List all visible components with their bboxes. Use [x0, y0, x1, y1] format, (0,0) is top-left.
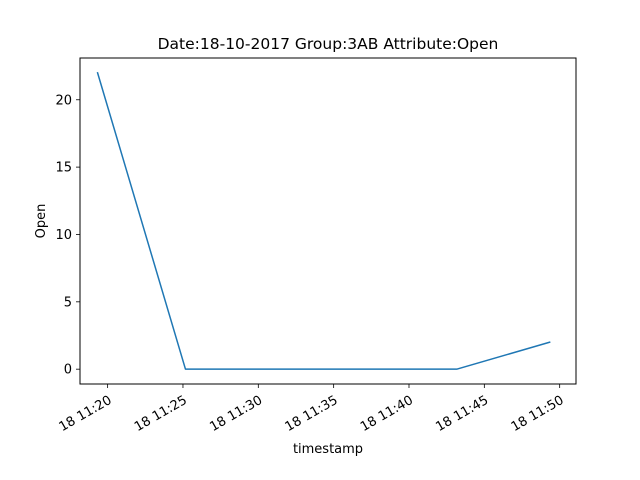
- y-tick-label: 0: [64, 363, 72, 378]
- x-axis-label: timestamp: [293, 442, 363, 457]
- y-tick-label: 5: [64, 295, 72, 310]
- axes-frame: [79, 57, 577, 385]
- y-axis-label: Open: [34, 204, 49, 239]
- y-axis-ticks: 0 5 10 15 20: [55, 93, 80, 378]
- chart-title: Date:18-10-2017 Group:3AB Attribute:Open: [158, 35, 499, 53]
- y-tick-label: 20: [55, 93, 72, 108]
- y-tick-label: 15: [55, 161, 72, 176]
- series-line-0: [96, 71, 551, 370]
- plot-area: [96, 71, 551, 370]
- y-tick-label: 10: [55, 228, 72, 243]
